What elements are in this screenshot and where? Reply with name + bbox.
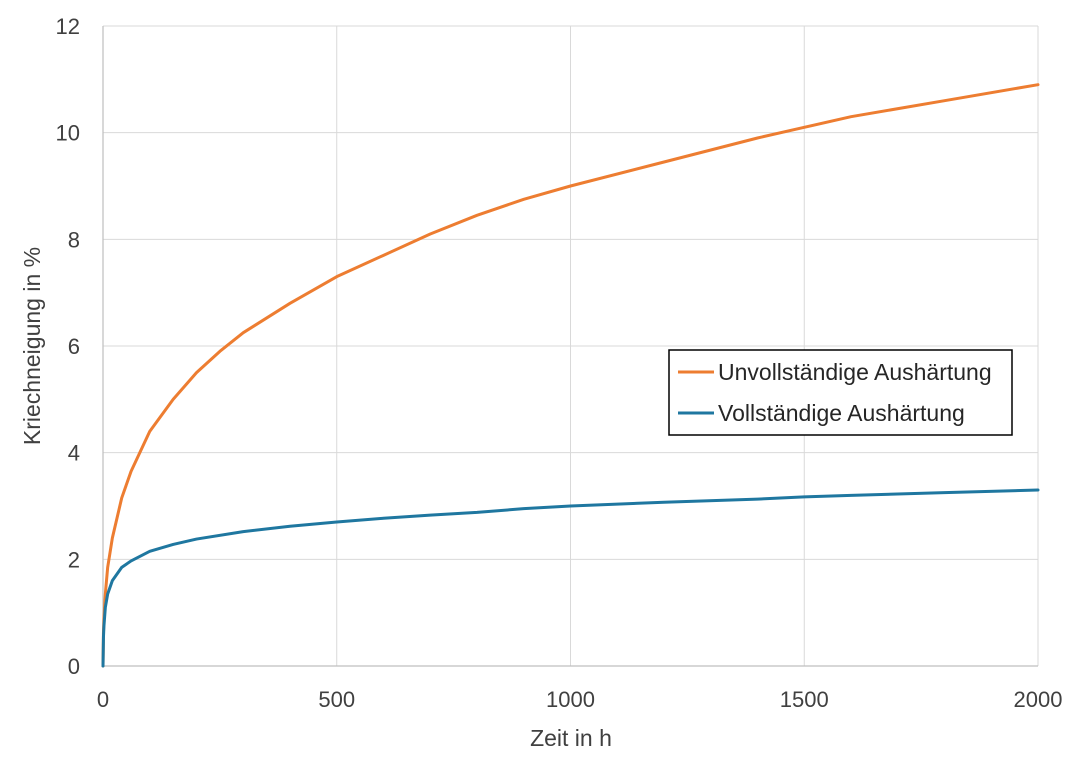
y-axis-title: Kriechneigung in % [19, 247, 45, 445]
legend-label-vollstaendige: Vollständige Aushärtung [718, 400, 965, 426]
x-axis-title: Zeit in h [530, 725, 612, 751]
x-tick-label-2: 1000 [546, 687, 595, 712]
x-tick-label-0: 0 [97, 687, 109, 712]
y-tick-label-3: 6 [68, 334, 80, 359]
x-tick-label-4: 2000 [1014, 687, 1063, 712]
series-line-1 [101, 488, 1040, 668]
x-tick-label-1: 500 [318, 687, 355, 712]
y-tick-label-4: 8 [68, 227, 80, 252]
series-lines [101, 83, 1040, 668]
legend: Unvollständige Aushärtung Vollständige A… [668, 349, 1013, 436]
legend-box [668, 349, 1013, 436]
y-tick-label-0: 0 [68, 654, 80, 679]
y-tick-label-5: 10 [56, 121, 80, 146]
y-tick-label-2: 4 [68, 441, 80, 466]
x-tick-label-3: 1500 [780, 687, 829, 712]
axes [102, 26, 1038, 667]
y-tick-label-1: 2 [68, 547, 80, 572]
legend-label-unvollstaendige: Unvollständige Aushärtung [718, 359, 992, 385]
x-tick-labels: 0 500 1000 1500 2000 [97, 687, 1063, 712]
y-tick-labels: 0 2 4 6 8 10 12 [56, 14, 80, 679]
grid-lines [102, 25, 1039, 667]
series-line-0 [101, 83, 1040, 668]
y-tick-label-6: 12 [56, 14, 80, 39]
